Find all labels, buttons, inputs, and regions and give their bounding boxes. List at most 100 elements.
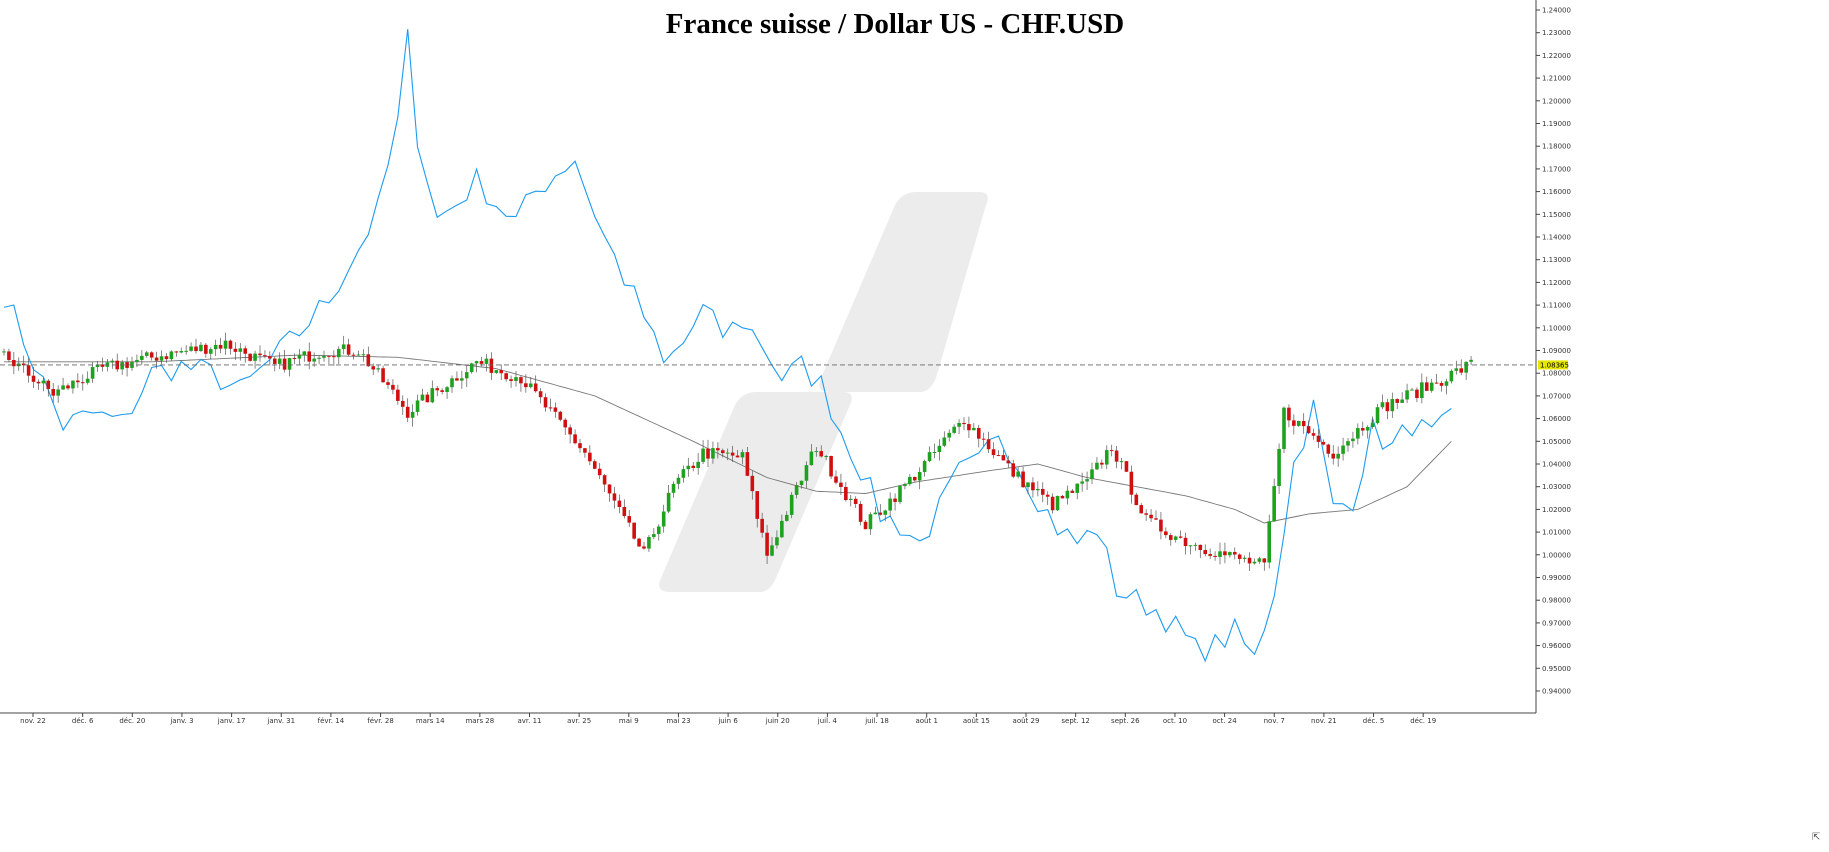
candle-body [1385, 402, 1390, 412]
candle-body [1301, 420, 1306, 427]
candle-body [720, 450, 725, 454]
y-tick-label: 1.04000 [1542, 461, 1571, 469]
candle-body [829, 455, 833, 477]
candle-body [809, 451, 814, 466]
candle-body [583, 448, 587, 453]
x-tick-label: août 1 [915, 717, 937, 725]
candle-body [435, 388, 440, 391]
y-tick-label: 1.09000 [1542, 347, 1571, 355]
candle-body [302, 351, 307, 356]
y-tick-label: 0.96000 [1542, 642, 1571, 650]
candle-body [1085, 479, 1089, 482]
candle-body [558, 411, 563, 420]
x-tick-label: déc. 5 [1363, 717, 1385, 725]
x-tick-label: nov. 21 [1311, 717, 1337, 725]
candle-body [912, 476, 917, 481]
candle-body [834, 476, 838, 483]
candle-body [489, 358, 494, 373]
candle-body [1296, 420, 1301, 426]
candle-body [1247, 557, 1252, 564]
candle-body [1365, 426, 1370, 431]
candle-body [1469, 359, 1473, 362]
candle-body [90, 367, 95, 379]
candle-body [1159, 519, 1163, 532]
candle-body [1292, 420, 1296, 426]
candle-body [386, 382, 390, 385]
candle-body [784, 514, 789, 521]
candle-body [858, 503, 863, 522]
candle-body [420, 394, 425, 401]
candle-body [1282, 407, 1286, 449]
candle-body [578, 443, 582, 449]
candle-body [1060, 495, 1065, 499]
candle-body [164, 356, 169, 360]
candle-body [184, 350, 188, 352]
candle-body [981, 438, 986, 440]
x-tick-label: févr. 28 [367, 717, 394, 725]
x-tick-label: mars 28 [465, 717, 494, 725]
candle-body [755, 491, 760, 519]
candle-body [519, 377, 523, 384]
candle-body [1055, 495, 1060, 511]
candle-body [484, 358, 489, 364]
candle-body [548, 407, 553, 409]
candle-body [656, 526, 661, 535]
candle-body [66, 385, 70, 389]
candle-body [179, 351, 184, 353]
candle-body [1178, 536, 1183, 538]
candle-body [666, 492, 671, 512]
x-tick-label: nov. 22 [20, 717, 46, 725]
candle-body [115, 360, 120, 370]
candle-body [1420, 382, 1424, 399]
candle-body [780, 520, 784, 538]
candle-body [1040, 488, 1045, 495]
candle-body [1424, 382, 1429, 391]
candle-body [1464, 361, 1468, 373]
y-tick-label: 0.97000 [1542, 619, 1571, 627]
x-tick-label: mai 23 [666, 717, 690, 725]
candle-body [686, 465, 691, 470]
candle-body [927, 452, 932, 462]
candle-body [430, 388, 435, 403]
candle-body [1272, 486, 1276, 522]
candle-body [36, 381, 41, 384]
candle-body [883, 510, 888, 515]
y-tick-label: 1.03000 [1542, 483, 1571, 491]
candle-body [1380, 402, 1385, 408]
candle-body [1346, 441, 1350, 446]
y-tick-label: 1.15000 [1542, 211, 1571, 219]
candle-body [1223, 551, 1227, 556]
candle-body [898, 486, 902, 502]
candle-body [341, 344, 346, 350]
candle-body [1203, 550, 1208, 555]
candle-body [7, 351, 11, 360]
candle-body [745, 452, 750, 476]
candle-body [1311, 433, 1316, 436]
candle-body [647, 536, 651, 549]
candle-body [371, 366, 376, 370]
candle-body [263, 355, 267, 357]
candle-body [1336, 453, 1340, 459]
candle-body [292, 358, 297, 360]
candle-body [21, 363, 26, 366]
candle-body [238, 348, 243, 352]
candle-body [189, 346, 193, 351]
candle-body [1031, 482, 1035, 491]
y-tick-label: 1.18000 [1542, 143, 1571, 151]
candle-body [381, 368, 385, 383]
settings-arrow-icon[interactable]: ⇱ [1812, 832, 1821, 843]
x-tick-label: janv. 17 [217, 717, 246, 725]
candle-body [627, 516, 632, 523]
candle-body [917, 471, 922, 481]
candle-body [1129, 471, 1134, 495]
candle-body [1036, 488, 1040, 491]
candle-body [1026, 482, 1030, 488]
candle-body [1237, 554, 1242, 559]
candle-body [1075, 483, 1080, 493]
candle-body [460, 378, 464, 381]
candle-body [159, 356, 164, 361]
candle-body [868, 514, 873, 530]
candle-body [218, 344, 223, 349]
candle-body [1232, 552, 1237, 555]
